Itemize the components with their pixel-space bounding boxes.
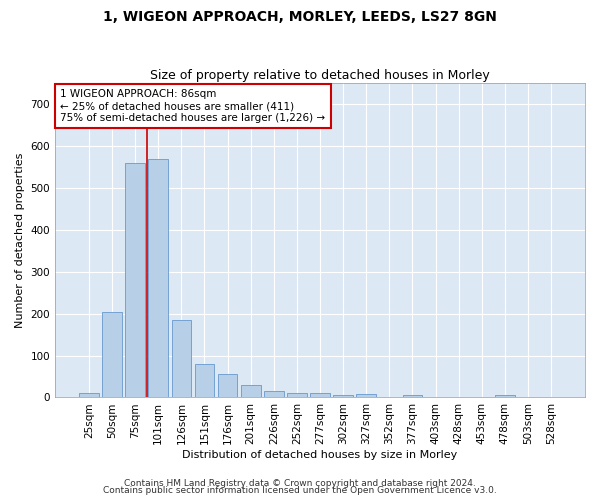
Bar (334, 396, 353, 398)
Bar (287, 394, 307, 398)
Bar (403, 396, 422, 398)
Bar (264, 391, 284, 398)
Bar (148, 158, 168, 398)
Bar (194, 364, 214, 398)
Text: 1 WIGEON APPROACH: 86sqm
← 25% of detached houses are smaller (411)
75% of semi-: 1 WIGEON APPROACH: 86sqm ← 25% of detach… (61, 90, 325, 122)
X-axis label: Distribution of detached houses by size in Morley: Distribution of detached houses by size … (182, 450, 458, 460)
Text: 1, WIGEON APPROACH, MORLEY, LEEDS, LS27 8GN: 1, WIGEON APPROACH, MORLEY, LEEDS, LS27 … (103, 10, 497, 24)
Text: Contains HM Land Registry data © Crown copyright and database right 2024.: Contains HM Land Registry data © Crown c… (124, 478, 476, 488)
Bar (241, 385, 260, 398)
Text: Contains public sector information licensed under the Open Government Licence v3: Contains public sector information licen… (103, 486, 497, 495)
Title: Size of property relative to detached houses in Morley: Size of property relative to detached ho… (150, 69, 490, 82)
Bar (125, 163, 145, 398)
Y-axis label: Number of detached properties: Number of detached properties (15, 152, 25, 328)
Bar (310, 394, 330, 398)
Bar (79, 394, 99, 398)
Bar (218, 374, 238, 398)
Bar (102, 312, 122, 398)
Bar (172, 320, 191, 398)
Bar (356, 394, 376, 398)
Bar (495, 396, 515, 398)
